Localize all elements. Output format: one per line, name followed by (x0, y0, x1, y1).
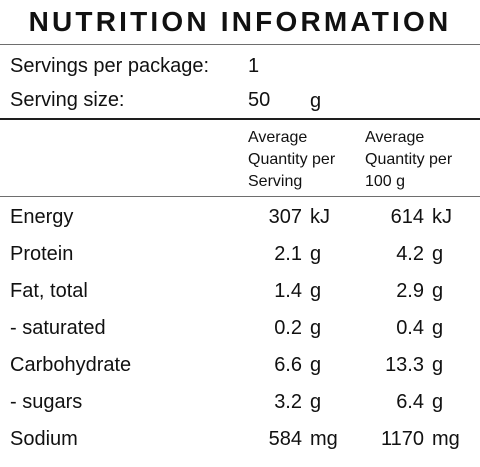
divider-header (0, 118, 480, 120)
per-100g-unit: g (432, 280, 444, 302)
per-serving-value: 0.2 (274, 317, 302, 339)
column-header-per-100g-line-2: Quantity per (365, 151, 453, 168)
per-serving-unit: g (310, 354, 322, 376)
per-100g-value: 614 (390, 206, 424, 228)
servings-per-package-label: Servings per package: (10, 55, 210, 77)
servings-per-package-value: 1 (248, 55, 260, 77)
per-100g-value: 6.4 (396, 391, 424, 413)
nutrient-name: - sugars (10, 391, 83, 413)
per-serving-value: 1.4 (274, 280, 302, 302)
column-header-per-100g-line-3: 100 g (365, 173, 406, 190)
per-100g-unit: g (432, 354, 444, 376)
per-serving-unit: kJ (310, 206, 330, 228)
per-100g-unit: kJ (432, 206, 452, 228)
column-header-per-serving-line-2: Quantity per (248, 151, 336, 168)
column-header-per-serving-line-3: Serving (248, 173, 303, 190)
per-serving-value: 2.1 (274, 243, 302, 265)
nutrient-row-protein: Protein 2.1 g 4.2 g (0, 242, 480, 279)
nutrient-row-energy: Energy 307 kJ 614 kJ (0, 205, 480, 242)
nutrient-name: Carbohydrate (10, 354, 132, 376)
nutrient-name: - saturated (10, 317, 106, 339)
per-100g-unit: g (432, 317, 444, 339)
per-serving-value: 307 (268, 206, 302, 228)
per-serving-unit: mg (310, 428, 338, 450)
serving-size-value: 50 (248, 89, 271, 111)
nutrient-row-fat-total: Fat, total 1.4 g 2.9 g (0, 279, 480, 316)
per-serving-unit: g (310, 317, 322, 339)
serving-size-label: Serving size: (10, 89, 125, 111)
nutrient-row-sugars: - sugars 3.2 g 6.4 g (0, 390, 480, 427)
divider-top (0, 44, 480, 45)
per-100g-unit: g (432, 391, 444, 413)
per-serving-unit: g (310, 243, 322, 265)
per-serving-unit: g (310, 280, 322, 302)
nutrient-table: Energy 307 kJ 614 kJ Protein 2.1 g 4.2 g… (0, 205, 480, 464)
nutrient-name: Sodium (10, 428, 78, 450)
per-100g-value: 2.9 (396, 280, 424, 302)
per-serving-unit: g (310, 391, 322, 413)
panel-title: NUTRITION INFORMATION (28, 6, 452, 37)
per-serving-value: 584 (268, 428, 302, 450)
nutrient-row-sodium: Sodium 584 mg 1170 mg (0, 427, 480, 464)
per-serving-value: 6.6 (274, 354, 302, 376)
nutrient-row-saturated: - saturated 0.2 g 0.4 g (0, 316, 480, 353)
nutrient-name: Protein (10, 243, 74, 265)
column-header-per-serving-line-1: Average (248, 129, 308, 146)
per-100g-value: 13.3 (385, 354, 424, 376)
per-100g-unit: mg (432, 428, 460, 450)
per-100g-value: 0.4 (396, 317, 424, 339)
column-header-per-100g-line-1: Average (365, 129, 425, 146)
nutrient-row-carbohydrate: Carbohydrate 6.6 g 13.3 g (0, 353, 480, 390)
nutrient-name: Fat, total (10, 280, 88, 302)
per-100g-value: 1170 (380, 428, 424, 450)
per-serving-value: 3.2 (274, 391, 302, 413)
per-100g-unit: g (432, 243, 444, 265)
per-100g-value: 4.2 (396, 243, 424, 265)
serving-size-unit: g (310, 90, 322, 112)
divider-body (0, 196, 480, 197)
nutrient-name: Energy (10, 206, 74, 228)
